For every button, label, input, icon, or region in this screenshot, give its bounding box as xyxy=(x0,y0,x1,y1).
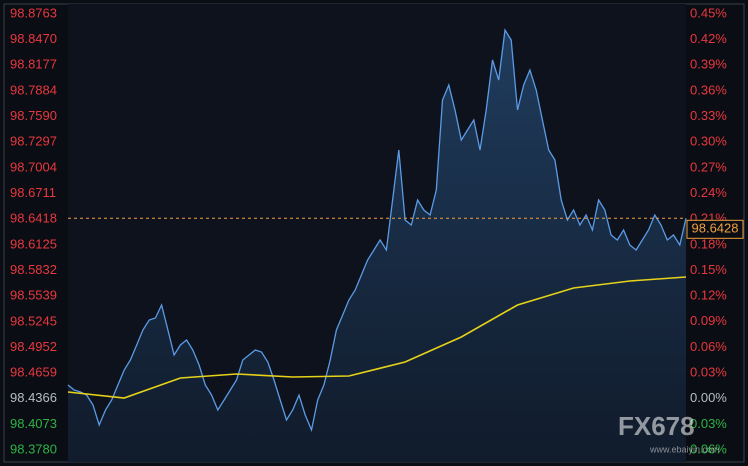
y-tick-label: 98.8177 xyxy=(10,57,57,72)
y-tick-label: 98.8470 xyxy=(10,31,57,46)
y-tick-label: 98.6711 xyxy=(10,185,56,200)
y-tick-label: 98.7590 xyxy=(10,108,57,123)
watermark: FX678 xyxy=(618,411,695,441)
y-tick-label: 98.4366 xyxy=(10,390,57,405)
y2-tick-label: 0.39% xyxy=(690,57,727,72)
y-tick-label: 98.4073 xyxy=(10,416,57,431)
y2-tick-label: 0.18% xyxy=(690,236,727,251)
y2-tick-label: 0.24% xyxy=(690,185,727,200)
y-tick-label: 98.4659 xyxy=(10,365,57,380)
y2-tick-label: 0.12% xyxy=(690,288,727,303)
y2-tick-label: 0.15% xyxy=(690,262,727,277)
y-tick-label: 98.3780 xyxy=(10,441,57,456)
y2-tick-label: 0.33% xyxy=(690,108,727,123)
y2-tick-label: 0.09% xyxy=(690,313,727,328)
y2-tick-label: 0.06% xyxy=(690,441,727,456)
y-tick-label: 98.4952 xyxy=(10,339,57,354)
y-tick-label: 98.6418 xyxy=(10,211,57,226)
y-tick-label: 98.7004 xyxy=(10,159,57,174)
last-price-box xyxy=(686,219,744,239)
last-price-label: 98.6428 xyxy=(692,221,739,236)
y-tick-label: 98.5832 xyxy=(10,262,57,277)
y-tick-label: 98.8763 xyxy=(10,5,57,20)
y2-tick-label: 0.27% xyxy=(690,159,727,174)
y2-tick-label: 0.03% xyxy=(690,416,727,431)
series-line xyxy=(67,276,687,399)
y2-tick-label: 0.45% xyxy=(690,5,727,20)
series-line xyxy=(67,28,687,433)
y-tick-label: 98.7297 xyxy=(10,134,57,149)
y2-tick-label: 0.30% xyxy=(690,134,727,149)
y2-tick-label: 0.36% xyxy=(690,82,727,97)
y2-tick-label: 0.42% xyxy=(690,31,727,46)
y-tick-label: 98.7884 xyxy=(10,82,57,97)
y-tick-label: 98.5245 xyxy=(10,313,57,328)
watermark-url: www.ebaiyin.com xyxy=(649,444,720,454)
y2-tick-label: 0.03% xyxy=(690,364,727,379)
y-tick-label: 98.5539 xyxy=(10,288,57,303)
y2-tick-label: 0.06% xyxy=(690,339,727,354)
y-tick-label: 98.6125 xyxy=(10,236,57,251)
y2-tick-label: 0.00% xyxy=(690,390,727,405)
